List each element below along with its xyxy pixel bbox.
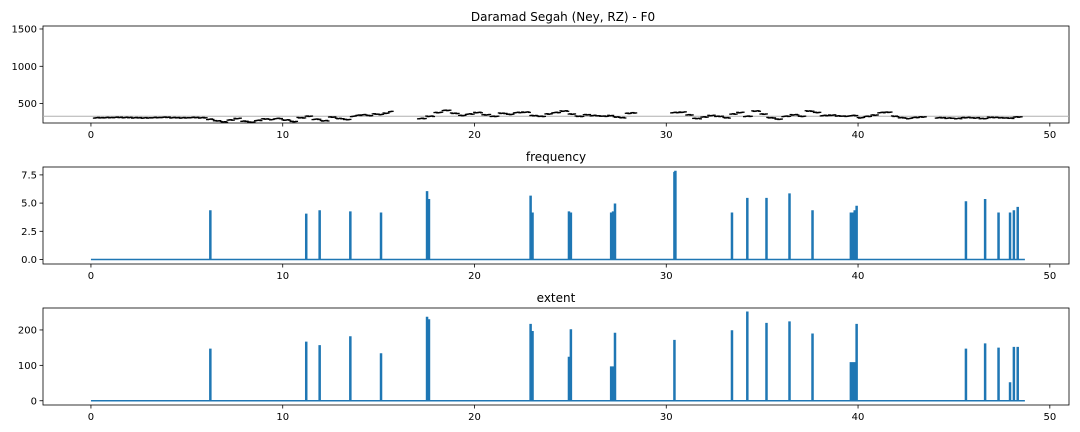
ext-x-tick-label: 40 [852,412,865,423]
ext-x-tick-label: 20 [468,412,481,423]
frequency-chart-title: frequency [526,150,586,164]
f0-x-tick-label: 10 [276,130,289,141]
f0-y-tick-label: 500 [18,99,37,110]
extent-series-line [90,311,1025,402]
frequency-y-ticks: 0.0 2.5 5.0 7.5 [21,170,43,266]
extent-y-ticks: 0 100 200 [18,325,43,407]
freq-y-tick-label: 2.5 [21,227,37,238]
f0-chart-title: Daramad Segah (Ney, RZ) - F0 [471,10,655,24]
ext-x-tick-label: 0 [88,412,94,423]
f0-y-ticks: 500 1000 1500 [12,24,43,110]
f0-x-tick-label: 50 [1043,130,1056,141]
ext-y-tick-label: 200 [18,325,37,336]
f0-x-tick-label: 30 [660,130,673,141]
extent-panel: extent 0 10 20 30 40 50 0 100 200 [18,291,1070,423]
frequency-peaks [209,171,1019,260]
f0-x-tick-label: 40 [852,130,865,141]
frequency-axes-frame [42,166,1070,265]
ext-y-tick-label: 100 [18,361,37,372]
f0-x-tick-label: 20 [468,130,481,141]
freq-x-tick-label: 30 [660,271,673,282]
ext-x-tick-label: 10 [276,412,289,423]
frequency-panel: frequency 0 10 20 30 40 50 0.0 2.5 5.0 7.5 [21,150,1070,282]
extent-peaks [209,312,1019,401]
f0-y-tick-label: 1000 [12,62,37,73]
extent-axes-frame [42,307,1070,406]
f0-panel: Daramad Segah (Ney, RZ) - F0 0 10 20 30 40 50… [12,10,1070,141]
f0-x-tick-label: 0 [88,130,94,141]
f0-x-ticks: 0 10 20 30 40 50 [88,123,1056,141]
freq-x-tick-label: 40 [852,271,865,282]
freq-x-tick-label: 0 [88,271,94,282]
frequency-series-line [90,170,1025,261]
f0-axes-frame [42,25,1070,124]
frequency-x-ticks: 0 10 20 30 40 50 [88,264,1056,282]
f0-points [92,109,1023,124]
f0-y-tick-label: 1500 [12,24,37,35]
freq-x-tick-label: 20 [468,271,481,282]
freq-x-tick-label: 50 [1043,271,1056,282]
extent-x-ticks: 0 10 20 30 40 50 [88,405,1056,423]
extent-chart-title: extent [537,291,576,305]
ext-y-tick-label: 0 [31,396,37,407]
freq-y-tick-label: 5.0 [21,199,37,210]
freq-y-tick-label: 0.0 [21,255,37,266]
ext-x-tick-label: 30 [660,412,673,423]
ext-x-tick-label: 50 [1043,412,1056,423]
freq-y-tick-label: 7.5 [21,170,37,181]
freq-x-tick-label: 10 [276,271,289,282]
